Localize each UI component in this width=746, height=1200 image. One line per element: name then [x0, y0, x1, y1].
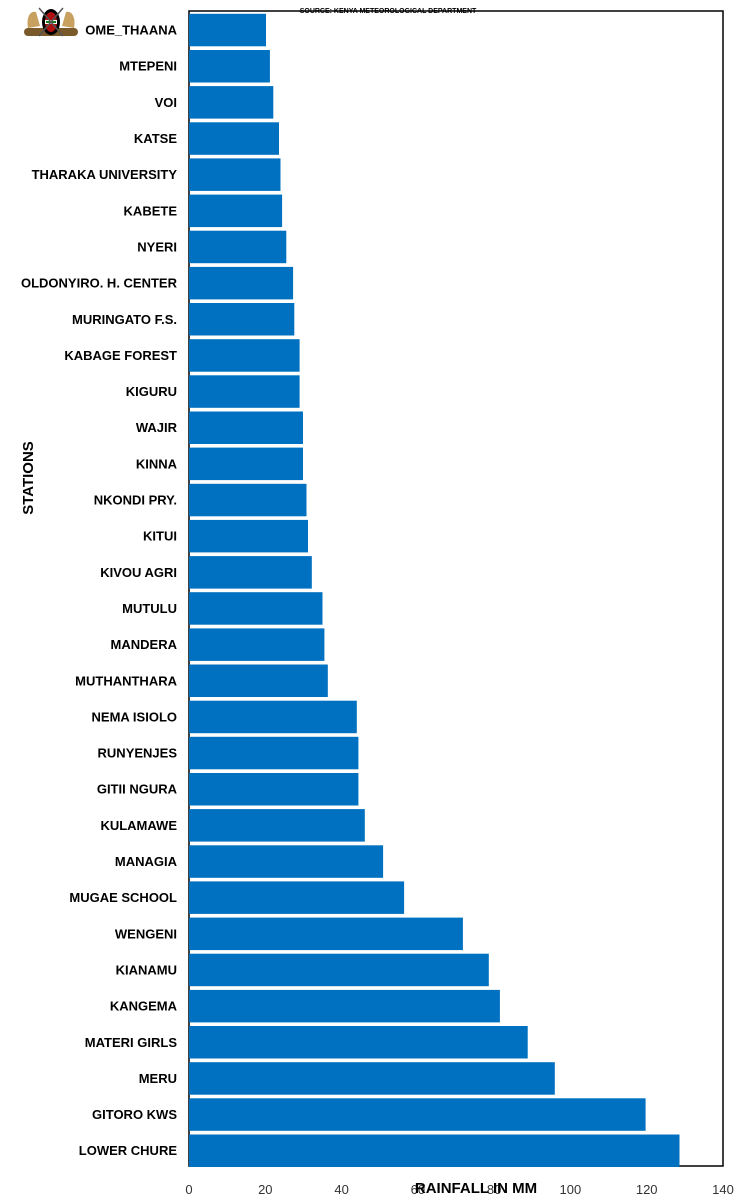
bar: [189, 266, 294, 300]
category-label: KIGURU: [126, 384, 177, 399]
category-label: KANGEMA: [110, 999, 178, 1014]
category-label: GITII NGURA: [97, 782, 178, 797]
category-label: NEMA ISIOLO: [92, 709, 177, 724]
source-note: SOURCE: KENYA METEOROLOGICAL DEPARTMENT: [300, 8, 477, 15]
category-label: KITUI: [143, 529, 177, 544]
bar: [189, 1098, 646, 1131]
bar: [189, 375, 300, 408]
bar: [189, 628, 325, 661]
bar: [189, 411, 303, 444]
bar: [189, 700, 357, 734]
bar: [189, 303, 295, 336]
category-label: KABETE: [124, 203, 178, 218]
category-label: NYERI: [137, 240, 177, 255]
bar: [189, 50, 270, 83]
x-tick-label: 60: [411, 1182, 425, 1197]
category-labels: OME_THAANA MTEPENI VOI KATSE THARAKA UNIVERS…: [21, 23, 178, 1159]
bar: [189, 881, 405, 914]
category-label: THARAKA UNIVERSITY: [32, 167, 178, 182]
bar: [189, 773, 359, 806]
bar: [189, 556, 312, 589]
bar: [189, 158, 281, 191]
bar: [189, 1026, 528, 1059]
category-label: KINNA: [136, 456, 178, 471]
category-label: MANAGIA: [115, 854, 178, 869]
category-label: NKONDI PRY.: [94, 493, 177, 508]
bar: [189, 953, 489, 987]
category-label: KIANAMU: [116, 963, 177, 978]
bar: [189, 917, 463, 951]
x-tick-label: 120: [636, 1182, 658, 1197]
category-label: VOI: [155, 95, 177, 110]
category-label: OME_THAANA: [85, 23, 177, 38]
x-tick-label: 0: [185, 1182, 192, 1197]
category-label: WENGENI: [115, 926, 177, 941]
category-label: MANDERA: [111, 637, 178, 652]
category-label: LOWER CHURE: [79, 1143, 178, 1158]
bar: [189, 339, 300, 372]
bar: [189, 1134, 680, 1167]
category-label: KATSE: [134, 131, 177, 146]
bar: [189, 122, 279, 155]
category-label: MUTULU: [122, 601, 177, 616]
bar: [189, 194, 283, 228]
category-label: MUGAE SCHOOL: [69, 890, 177, 905]
bar: [189, 13, 266, 47]
category-label: MERU: [139, 1071, 177, 1086]
x-tick-label: 20: [258, 1182, 272, 1197]
category-label: GITORO KWS: [92, 1107, 177, 1122]
x-tick-label: 40: [334, 1182, 348, 1197]
bar: [189, 230, 287, 264]
bar: [189, 989, 500, 1023]
bar: [189, 845, 384, 878]
x-axis-title: RAINFALL IN MM: [415, 1180, 537, 1197]
x-tick-labels: 0 20 40 60 80 100 120 140: [185, 1182, 733, 1197]
category-label: MATERI GIRLS: [85, 1035, 178, 1050]
category-label: RUNYENJES: [98, 746, 178, 761]
bar: [189, 809, 365, 842]
category-label: OLDONYIRO. H. CENTER: [21, 276, 178, 291]
kenya-coat-of-arms-icon: [24, 7, 78, 37]
category-label: WAJIR: [136, 420, 178, 435]
category-label: MUTHANTHARA: [75, 673, 177, 688]
bar: [189, 664, 328, 697]
category-label: MTEPENI: [119, 59, 177, 74]
x-tick-label: 100: [560, 1182, 582, 1197]
bar: [189, 483, 307, 517]
x-tick-label: 140: [712, 1182, 734, 1197]
bar: [189, 592, 323, 625]
bar: [189, 447, 303, 481]
bar: [189, 1062, 555, 1095]
bar: [189, 86, 274, 119]
category-label: MURINGATO F.S.: [72, 312, 177, 327]
category-label: KIVOU AGRI: [100, 565, 177, 580]
bars: [189, 13, 680, 1167]
bar: [189, 519, 308, 553]
category-label: KULAMAWE: [100, 818, 177, 833]
x-tick-label: 80: [487, 1182, 501, 1197]
bar: [189, 736, 359, 770]
y-axis-title: STATIONS: [20, 441, 37, 515]
category-label: KABAGE FOREST: [64, 348, 177, 363]
